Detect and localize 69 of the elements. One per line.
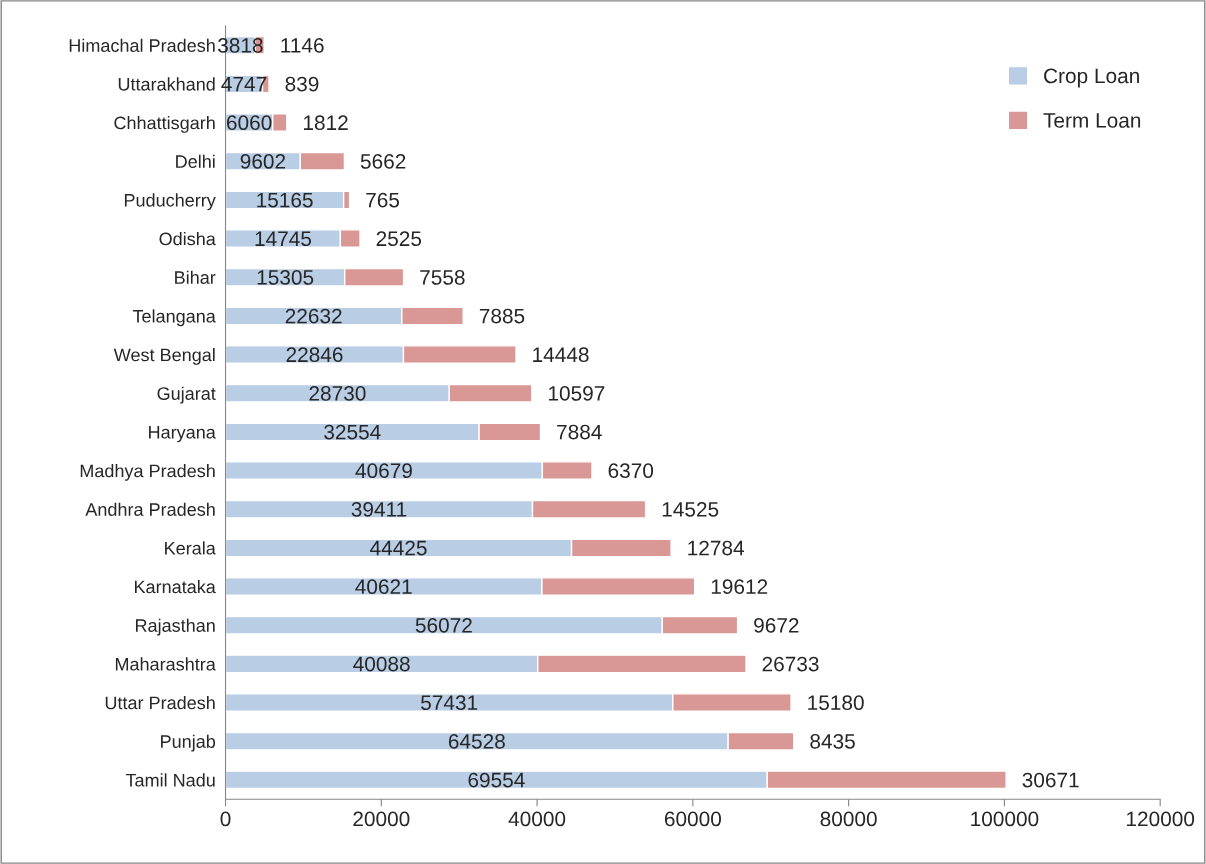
y-tick-label: Punjab — [161, 734, 216, 752]
y-tick-label: Karnataka — [134, 580, 216, 594]
data-label: 839 — [285, 76, 319, 92]
data-label: 15165 — [257, 192, 313, 208]
x-tick-label: 20000 — [353, 811, 410, 827]
data-label: 14745 — [255, 231, 312, 247]
y-tick-label: Puducherry — [124, 193, 216, 211]
data-label: 69554 — [468, 772, 525, 788]
data-label: 2525 — [376, 231, 422, 247]
data-label: 6060 — [227, 115, 272, 131]
data-label: 7884 — [557, 424, 602, 440]
y-tick-label: Himachal Pradesh — [69, 38, 215, 52]
data-label: 9672 — [754, 617, 799, 633]
x-tick-label: 60000 — [664, 811, 721, 827]
data-label: 6370 — [608, 463, 654, 479]
y-tick-label: Telangana — [132, 309, 216, 327]
data-label: 14525 — [662, 501, 719, 517]
y-tick-label: Andhra Pradesh — [85, 502, 215, 516]
y-tick-label: Uttar Pradesh — [105, 696, 215, 710]
data-label: 7885 — [479, 308, 525, 324]
y-tick-label: West Bengal — [113, 348, 215, 365]
data-label: 15305 — [257, 270, 314, 285]
data-label: 3818 — [218, 38, 263, 53]
data-label: 15180 — [808, 695, 864, 711]
data-label: 26733 — [762, 656, 819, 672]
y-tick-label: Bihar — [175, 270, 216, 284]
x-tick-label: 80000 — [820, 811, 877, 827]
data-label: 5662 — [360, 154, 406, 169]
data-label: 64528 — [448, 733, 505, 749]
y-tick-label: Delhi — [176, 154, 215, 168]
y-tick-label: Kerala — [165, 541, 216, 555]
data-label: 32554 — [324, 424, 381, 440]
data-label: 56072 — [415, 617, 472, 633]
data-label: 19612 — [711, 579, 768, 595]
data-label: 9602 — [240, 154, 286, 169]
data-label: 1146 — [281, 38, 324, 53]
data-label: 30671 — [1022, 772, 1079, 788]
data-label: 765 — [366, 192, 400, 208]
y-tick-label: Tamil Nadu — [125, 773, 215, 787]
data-label: 57431 — [421, 695, 478, 711]
y-tick-label: Haryana — [149, 426, 216, 443]
data-label: 44425 — [370, 540, 427, 556]
data-label: 22846 — [286, 347, 343, 363]
data-label: 39411 — [351, 501, 407, 517]
y-tick-label: Uttarakhand — [118, 77, 215, 91]
data-label: 14448 — [533, 347, 589, 363]
y-tick-label: Chhattisgarh — [114, 116, 215, 133]
y-tick-label: Maharashtra — [115, 657, 216, 671]
data-label: 8435 — [810, 733, 855, 749]
y-tick-label: Madhya Pradesh — [80, 464, 215, 481]
y-tick-label: Odisha — [159, 232, 216, 246]
legend-label: Term Loan — [1043, 113, 1141, 128]
data-label: 12784 — [688, 540, 745, 556]
x-tick-label: 40000 — [508, 811, 566, 827]
x-tick-label: 100000 — [971, 811, 1039, 827]
data-label: 4747 — [221, 76, 267, 92]
data-label: 40088 — [353, 656, 410, 672]
y-tick-label: Rajasthan — [135, 618, 215, 636]
data-label: 7558 — [420, 270, 465, 285]
data-label: 28730 — [309, 386, 366, 401]
data-label: 40679 — [355, 463, 412, 479]
data-label: 22632 — [285, 308, 342, 324]
data-label: 1812 — [304, 115, 348, 131]
legend-label: Crop Loan — [1044, 68, 1139, 88]
x-tick-label: 120000 — [1127, 811, 1195, 827]
y-tick-label: Gujarat — [157, 386, 216, 404]
data-label: 40621 — [355, 579, 412, 595]
data-label: 10597 — [549, 386, 605, 401]
x-tick-label: 0 — [220, 811, 231, 827]
